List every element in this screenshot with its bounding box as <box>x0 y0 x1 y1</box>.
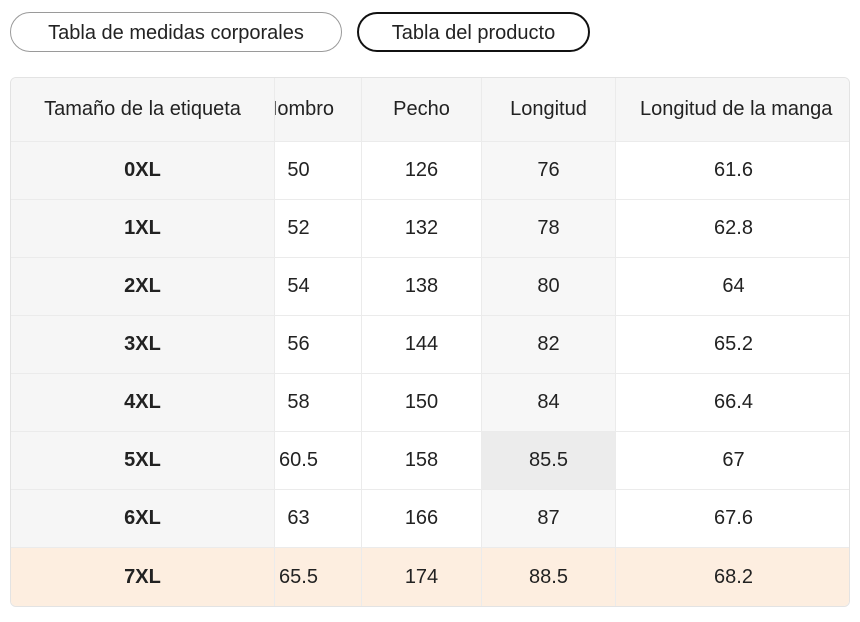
cell: 78 <box>482 200 616 258</box>
tab[interactable]: Tabla de medidas corporales <box>10 12 342 52</box>
tab-selected[interactable]: Tabla del producto <box>357 12 590 52</box>
cell: 64 <box>616 258 849 316</box>
cell: 50 <box>236 142 362 200</box>
cell: 144 <box>362 316 482 374</box>
cell: 61.6 <box>616 142 849 200</box>
cell: 67 <box>616 432 849 490</box>
cell: 158 <box>362 432 482 490</box>
cell: 126 <box>362 142 482 200</box>
size-table: Tamaño de la etiqueta Hombro Pecho Longitud… <box>10 77 850 607</box>
cell: 56 <box>236 316 362 374</box>
cell: 174 <box>362 548 482 606</box>
row-label: 2XL <box>11 258 275 316</box>
cell: 76 <box>482 142 616 200</box>
cell: 62.8 <box>616 200 849 258</box>
cell: 138 <box>362 258 482 316</box>
cell: 87 <box>482 490 616 548</box>
cell: 68.2 <box>616 548 849 606</box>
column-header: Longitud <box>482 78 616 142</box>
row-label: 0XL <box>11 142 275 200</box>
cell: 82 <box>482 316 616 374</box>
cell: 80 <box>482 258 616 316</box>
row-label: 5XL <box>11 432 275 490</box>
cell: 84 <box>482 374 616 432</box>
row-label: 6XL <box>11 490 275 548</box>
cell: 150 <box>362 374 482 432</box>
cell: 67.6 <box>616 490 849 548</box>
cell: 166 <box>362 490 482 548</box>
cell: 85.5 <box>482 432 616 490</box>
row-label: 1XL <box>11 200 275 258</box>
cell: 63 <box>236 490 362 548</box>
column-header: Pecho <box>362 78 482 142</box>
row-label: 4XL <box>11 374 275 432</box>
cell: 58 <box>236 374 362 432</box>
cell: 65.2 <box>616 316 849 374</box>
column-header: Longitud de la manga <box>616 78 849 142</box>
cell: 88.5 <box>482 548 616 606</box>
cell: 52 <box>236 200 362 258</box>
cell: 66.4 <box>616 374 849 432</box>
cell: 132 <box>362 200 482 258</box>
cell: 60.5 <box>236 432 362 490</box>
column-header: Tamaño de la etiqueta <box>11 78 275 142</box>
row-label: 7XL <box>11 548 275 606</box>
cell: 54 <box>236 258 362 316</box>
row-label: 3XL <box>11 316 275 374</box>
